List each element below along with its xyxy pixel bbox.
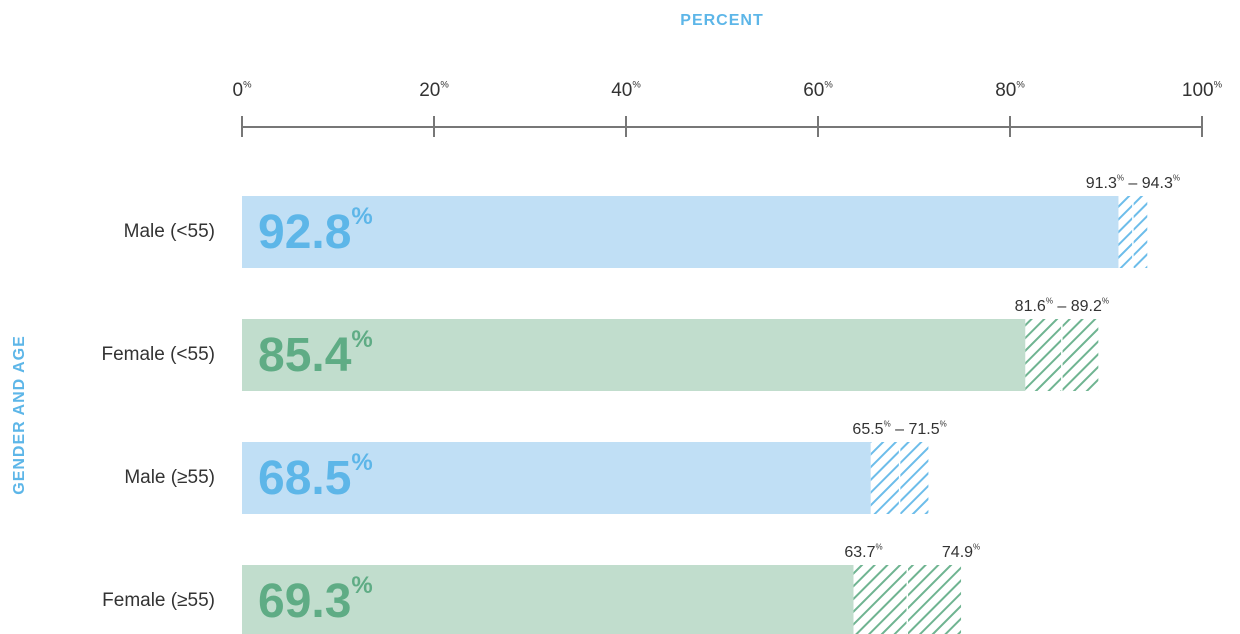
x-tick-label: 100% xyxy=(1182,79,1223,101)
bar xyxy=(242,442,871,514)
x-tick-label: 80% xyxy=(995,79,1025,101)
y-axis-title: GENDER AND AGE xyxy=(11,335,28,495)
bar xyxy=(242,196,1119,268)
ci-label: 81.6% – 89.2% xyxy=(1015,297,1109,316)
x-tick-label: 60% xyxy=(803,79,833,101)
ci-label: 65.5% – 71.5% xyxy=(852,420,946,439)
x-tick-label: 40% xyxy=(611,79,641,101)
bar xyxy=(242,319,1026,391)
value-label: 85.4% xyxy=(258,327,373,382)
bar xyxy=(242,565,854,634)
category-label: Female (<55) xyxy=(101,344,215,365)
value-label: 68.5% xyxy=(258,450,373,505)
value-label: 69.3% xyxy=(258,573,373,628)
category-label: Male (≥55) xyxy=(124,467,215,488)
x-tick-label: 0% xyxy=(232,79,252,101)
category-label: Female (≥55) xyxy=(102,590,215,611)
value-label: 92.8% xyxy=(258,204,373,259)
ci-label: 74.9% xyxy=(942,543,980,562)
category-label: Male (<55) xyxy=(124,221,215,242)
ci-label: 63.7% xyxy=(844,543,882,562)
x-axis-title: PERCENT xyxy=(680,12,763,29)
ci-label: 91.3% – 94.3% xyxy=(1086,174,1180,193)
x-tick-label: 20% xyxy=(419,79,449,101)
